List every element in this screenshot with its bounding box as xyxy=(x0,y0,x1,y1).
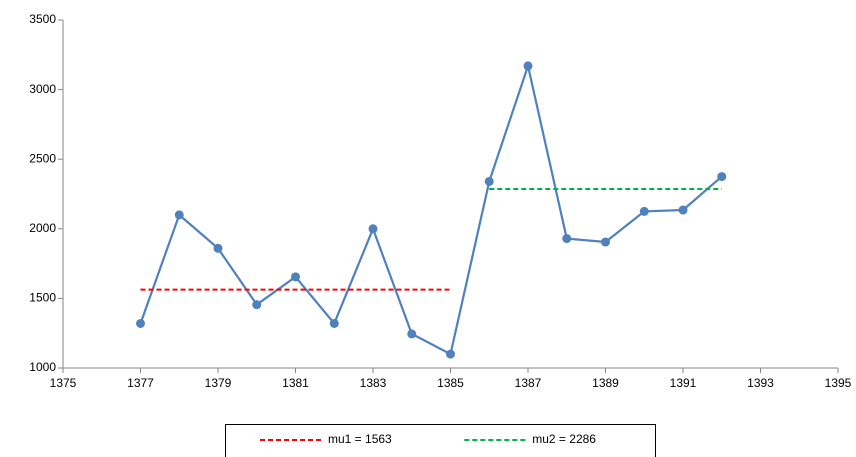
legend-box xyxy=(225,424,656,457)
marker xyxy=(213,243,223,253)
line xyxy=(139,61,723,356)
marker xyxy=(523,61,533,71)
marker xyxy=(484,176,494,186)
y-tick-label: 2500 xyxy=(29,151,56,165)
marker xyxy=(601,237,610,247)
x-tick-label: 1377 xyxy=(127,376,154,390)
marker xyxy=(368,224,378,234)
x-tick-label: 1383 xyxy=(360,376,387,390)
x-tick-label: 1391 xyxy=(670,376,697,390)
marker xyxy=(639,206,649,216)
marker xyxy=(329,318,339,328)
y-tick-label: 1500 xyxy=(29,291,56,305)
x-tick-label: 1381 xyxy=(282,376,309,390)
y-tick-label: 1000 xyxy=(29,360,56,374)
x-tick-label: 1393 xyxy=(747,376,774,390)
marker xyxy=(252,300,262,310)
marker xyxy=(717,172,727,182)
x-tick-label: 1379 xyxy=(205,376,232,390)
y-tick-label: 3000 xyxy=(29,82,56,96)
marker xyxy=(291,272,300,282)
marker xyxy=(562,234,572,244)
marker xyxy=(136,318,145,328)
y-tick-label: 2000 xyxy=(29,221,56,235)
x-tick-label: 1395 xyxy=(825,376,852,390)
legend-label: mu2 = 2286 xyxy=(532,432,596,446)
legend-label: mu1 = 1563 xyxy=(328,432,392,446)
y-tick-label: 3500 xyxy=(29,12,56,26)
x-tick-label: 1389 xyxy=(592,376,619,390)
x-tick-label: 1387 xyxy=(515,376,542,390)
marker xyxy=(446,349,455,359)
x-tick-label: 1375 xyxy=(50,376,77,390)
marker xyxy=(174,210,184,220)
marker xyxy=(678,205,688,215)
x-tick-label: 1385 xyxy=(437,376,464,390)
marker xyxy=(407,329,417,339)
